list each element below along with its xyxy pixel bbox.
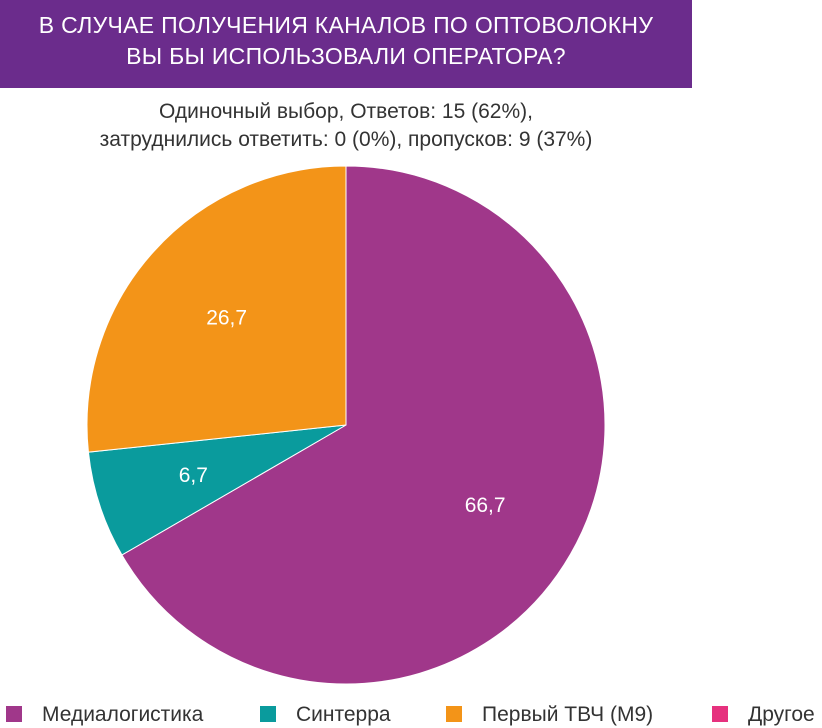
- pie-slice-0: [121, 165, 606, 685]
- subtitle-line-1: Одиночный выбор, Ответов: 15 (62%),: [159, 100, 533, 123]
- legend-swatch-pervyi-tvch: [446, 706, 462, 722]
- pie-chart: 66,7 6,7 26,7: [86, 165, 606, 685]
- legend: Медиалогистика Синтерра Первый ТВЧ (М9) …: [0, 702, 822, 728]
- subtitle-line-2: затруднились ответить: 0 (0%), пропусков…: [99, 128, 593, 151]
- legend-label-sinterra: Синтерра: [296, 703, 391, 726]
- legend-swatch-sinterra: [260, 706, 276, 722]
- slice-label-2: 26,7: [206, 307, 247, 330]
- legend-swatch-medialogistika: [6, 706, 22, 722]
- title-banner: В СЛУЧАЕ ПОЛУЧЕНИЯ КАНАЛОВ ПО ОПТОВОЛОКН…: [0, 0, 692, 88]
- pie-slice-2: [86, 165, 347, 453]
- legend-label-drugoe: Другое: [748, 703, 815, 726]
- chart-title-line-2: ВЫ БЫ ИСПОЛЬЗОВАЛИ ОПЕРАТОРА?: [126, 43, 566, 69]
- legend-label-pervyi-tvch: Первый ТВЧ (М9): [482, 703, 654, 726]
- slice-label-1: 6,7: [179, 464, 208, 487]
- legend-label-medialogistika: Медиалогистика: [42, 703, 204, 726]
- pie-slice-1: [87, 424, 347, 556]
- legend-swatch-drugoe: [712, 706, 728, 722]
- chart-subtitle: Одиночный выбор, Ответов: 15 (62%), затр…: [0, 98, 692, 154]
- chart-title-line-1: В СЛУЧАЕ ПОЛУЧЕНИЯ КАНАЛОВ ПО ОПТОВОЛОКН…: [38, 12, 654, 38]
- slice-label-0: 66,7: [465, 494, 506, 517]
